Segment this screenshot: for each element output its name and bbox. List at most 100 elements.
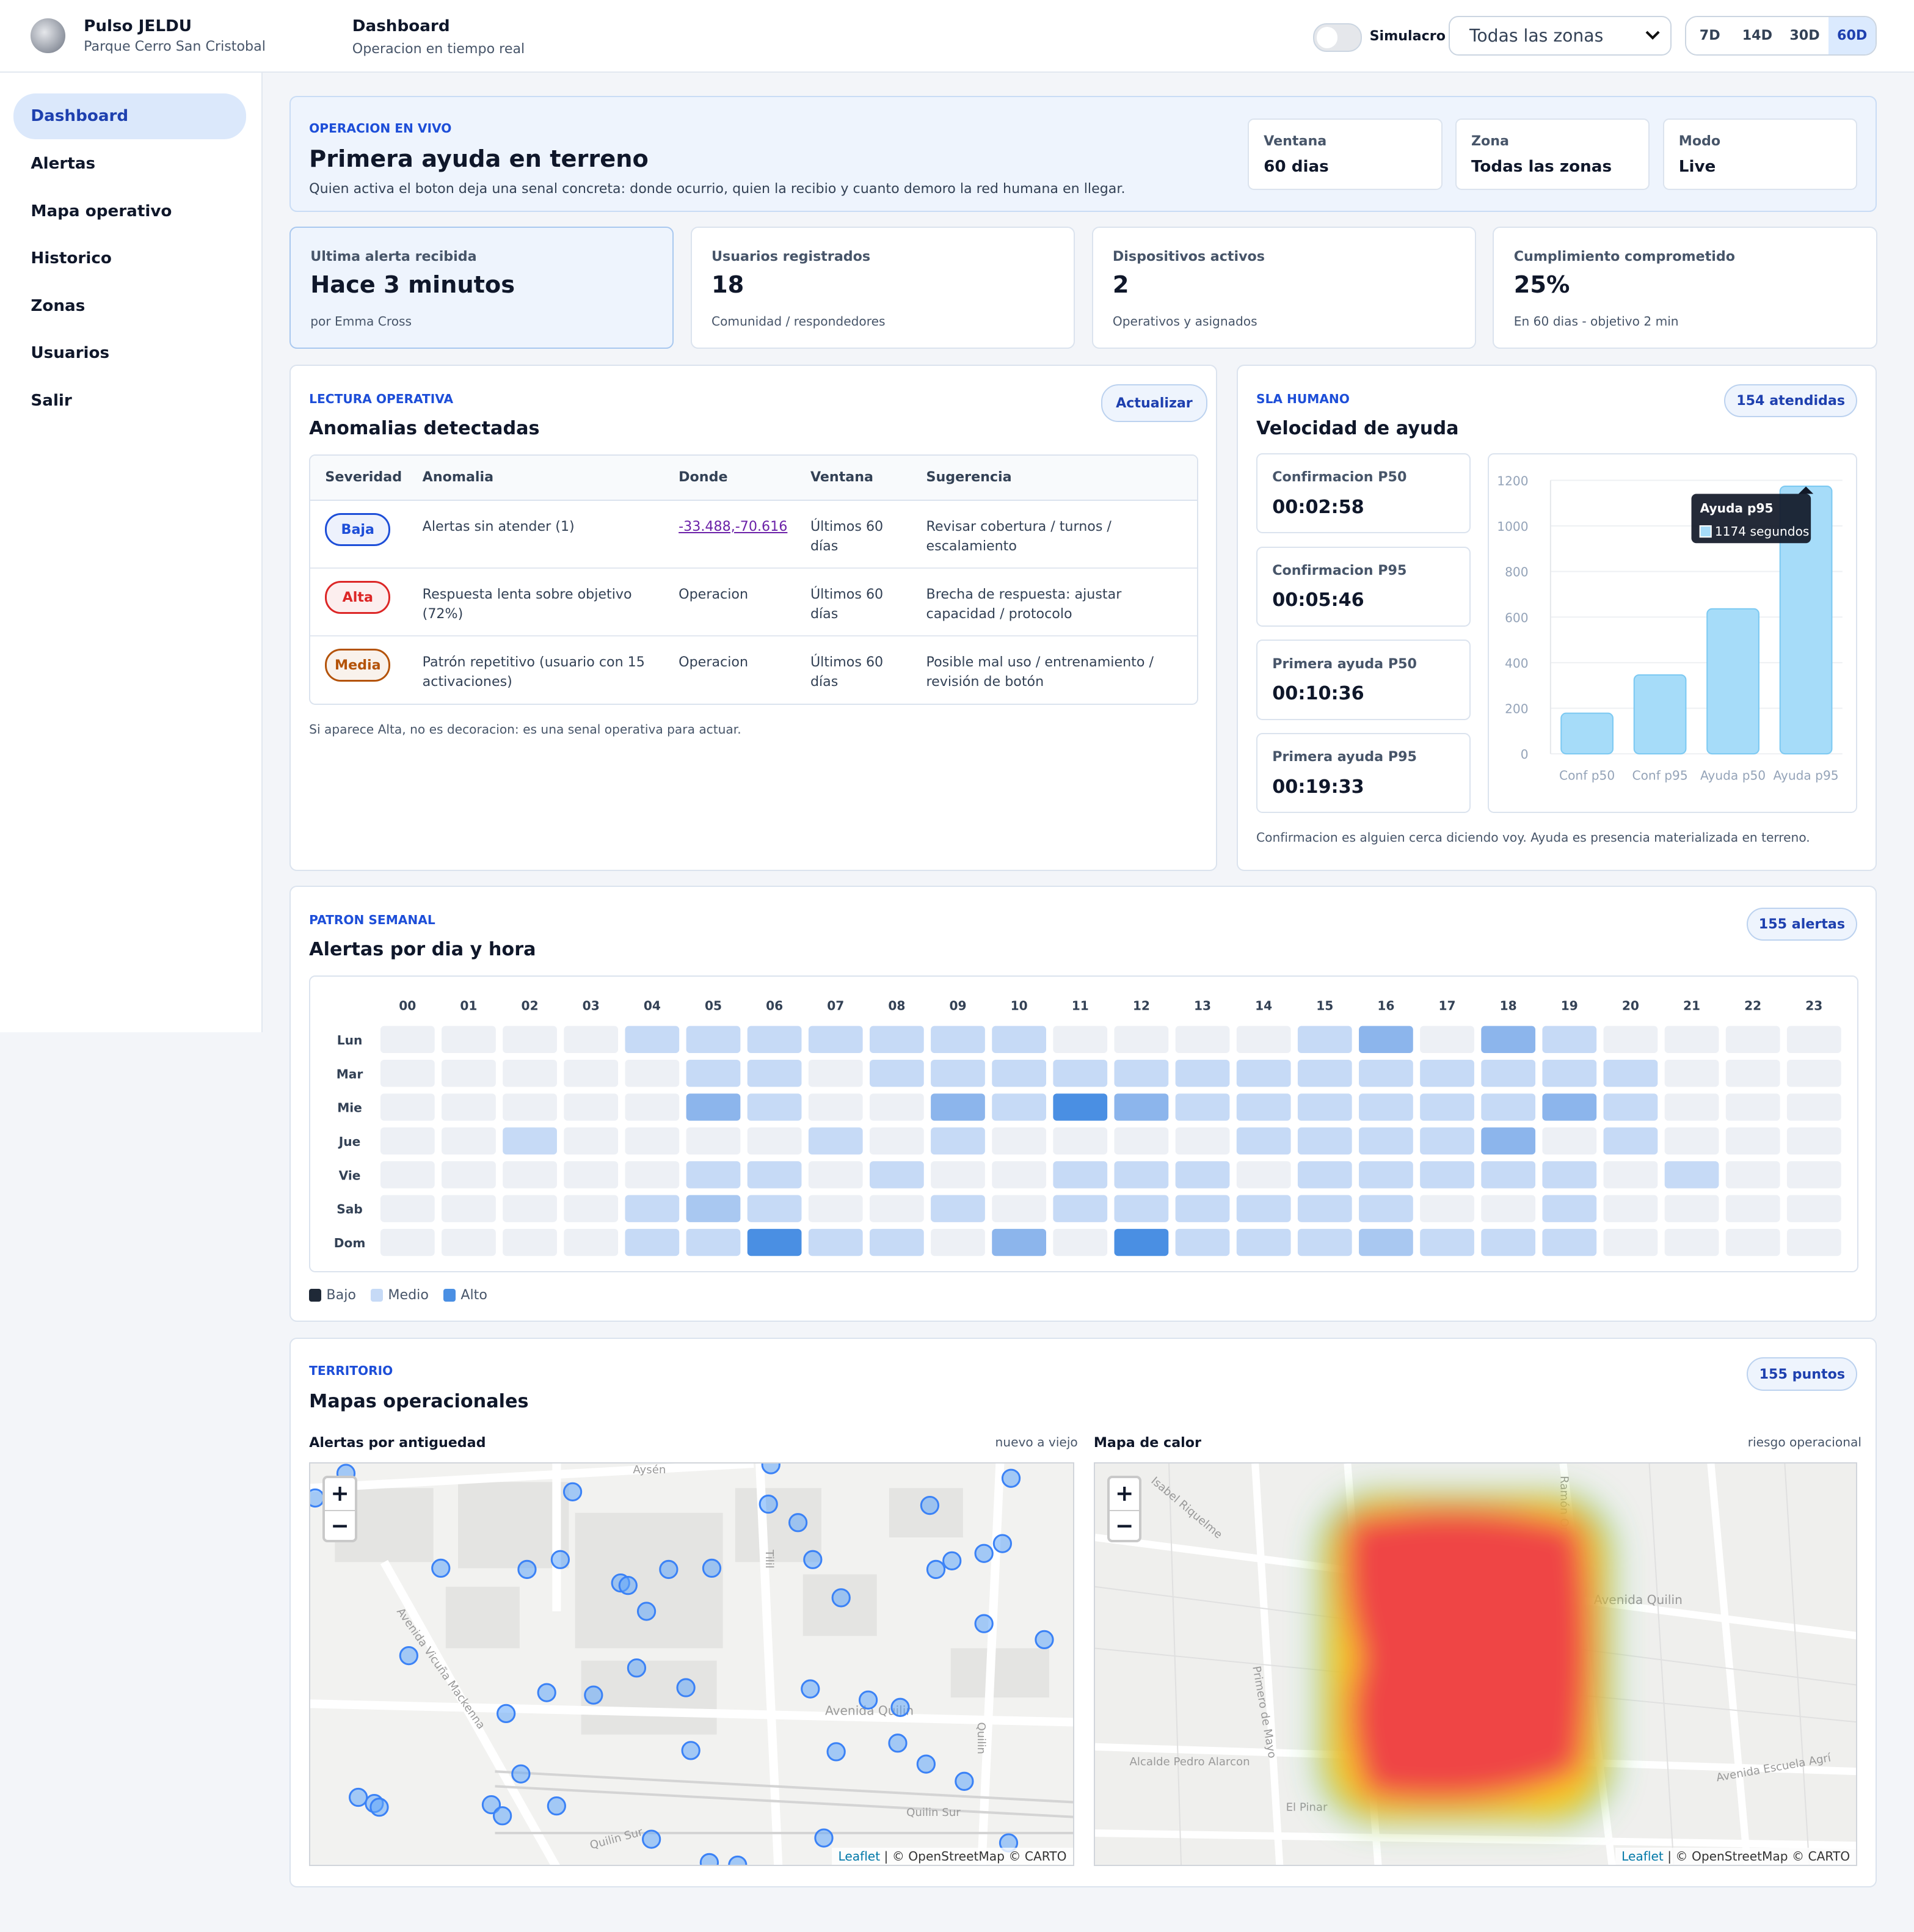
legend-swatch <box>371 1289 384 1302</box>
map-marker[interactable] <box>493 1806 512 1826</box>
map-marker[interactable] <box>550 1550 570 1569</box>
heat-cell <box>564 1127 619 1155</box>
map-marker[interactable] <box>801 1679 820 1699</box>
map-marker[interactable] <box>676 1678 696 1697</box>
map-marker[interactable] <box>349 1787 368 1807</box>
map-marker[interactable] <box>1035 1630 1054 1649</box>
map-marker[interactable] <box>547 1796 567 1816</box>
map-marker[interactable] <box>511 1764 531 1784</box>
nav-item[interactable]: Usuarios <box>31 344 110 363</box>
legend-item: Alto <box>443 1287 487 1303</box>
hour-label: 19 <box>1561 999 1578 1013</box>
map-marker[interactable] <box>920 1495 940 1515</box>
kpi-label: Ultima alerta recibida <box>310 249 477 265</box>
map-marker[interactable] <box>974 1544 994 1563</box>
map-marker[interactable] <box>759 1494 779 1514</box>
heat-cell <box>1053 1195 1108 1223</box>
fact: Modo Live <box>1662 118 1858 190</box>
leaflet-link[interactable]: Leaflet <box>1621 1849 1664 1864</box>
nav-item[interactable]: Alertas <box>31 154 96 173</box>
nav-item[interactable]: Zonas <box>31 296 86 315</box>
map-marker[interactable] <box>369 1797 389 1817</box>
map-marker[interactable] <box>310 1488 325 1507</box>
map-marker[interactable] <box>803 1550 823 1569</box>
map-marker[interactable] <box>482 1795 501 1815</box>
heat-map[interactable]: Isabel Riquelme Avenida Quilin Avenida E… <box>1093 1462 1858 1867</box>
zoom-in[interactable]: + <box>1110 1478 1140 1512</box>
heat-cell <box>1053 1127 1108 1155</box>
map-marker[interactable] <box>831 1588 851 1608</box>
map-marker[interactable] <box>699 1853 719 1866</box>
nav-item[interactable]: Historico <box>31 249 112 268</box>
map-marker[interactable] <box>992 1534 1013 1553</box>
map-marker[interactable] <box>761 1463 781 1475</box>
hour-label: 14 <box>1255 999 1272 1013</box>
map-marker[interactable] <box>537 1683 557 1702</box>
heat-cell <box>1787 1127 1841 1155</box>
refresh-button[interactable]: Actualizar <box>1101 384 1207 423</box>
alerts-map[interactable]: Aysén Avenida Vicuña Mackenna Avenida Qu… <box>309 1462 1074 1867</box>
map-marker[interactable] <box>563 1482 583 1501</box>
range-button[interactable]: 60D <box>1828 17 1876 54</box>
nav-item[interactable]: Dashboard <box>13 93 247 139</box>
range-button[interactable]: 7D <box>1686 17 1734 54</box>
heat-cell <box>870 1026 924 1054</box>
range-button[interactable]: 14D <box>1733 17 1781 54</box>
anomalies-card: LECTURA OPERATIVA Anomalias detectadas A… <box>289 364 1217 871</box>
map-marker[interactable] <box>431 1558 451 1578</box>
heat-cell <box>1420 1093 1475 1121</box>
map-marker[interactable] <box>702 1558 722 1578</box>
map-marker[interactable] <box>728 1855 748 1866</box>
street-label: El Pinar <box>1286 1801 1327 1814</box>
zoom-out[interactable]: − <box>330 1512 349 1539</box>
map-marker[interactable] <box>814 1828 834 1848</box>
map-marker[interactable] <box>916 1754 936 1774</box>
map-marker[interactable] <box>888 1733 908 1753</box>
leaflet-link[interactable]: Leaflet <box>838 1849 881 1864</box>
nav-item[interactable]: Salir <box>31 392 72 410</box>
coordinate-link[interactable]: -33.488,-70.616 <box>679 518 788 534</box>
heat-cell <box>1236 1060 1291 1087</box>
map-marker[interactable] <box>618 1575 638 1595</box>
severity-badge: Baja <box>325 512 391 547</box>
map-marker[interactable] <box>517 1559 537 1579</box>
map-marker[interactable] <box>826 1742 846 1762</box>
map-marker[interactable] <box>974 1614 994 1633</box>
heat-cell <box>1603 1195 1658 1223</box>
map-marker[interactable] <box>1002 1468 1021 1488</box>
hour-label: 22 <box>1744 999 1761 1013</box>
zone-select[interactable]: Todas las zonas <box>1448 16 1672 56</box>
map-marker[interactable] <box>637 1602 657 1621</box>
heat-cell <box>1175 1026 1230 1054</box>
map-hint: riesgo operacional <box>1747 1435 1861 1450</box>
zoom-in[interactable]: + <box>325 1478 355 1512</box>
map-marker[interactable] <box>399 1646 419 1666</box>
heat-cell <box>809 1026 863 1054</box>
map-marker[interactable] <box>642 1829 661 1849</box>
map-marker[interactable] <box>788 1513 808 1533</box>
toggle[interactable] <box>1312 23 1363 52</box>
heat-cell <box>1542 1026 1597 1054</box>
heat-cell <box>503 1161 558 1189</box>
bar-chart-box: 0 200 400 600 800 1000 1200 Conf p50 Conf p95 Ayu… <box>1488 453 1858 814</box>
heat-cell <box>931 1093 986 1121</box>
map-marker[interactable] <box>627 1658 647 1678</box>
zoom-out[interactable]: − <box>1115 1512 1134 1539</box>
map-marker[interactable] <box>890 1697 910 1717</box>
heat-cell <box>870 1195 924 1223</box>
map-marker[interactable] <box>942 1551 962 1570</box>
map-marker[interactable] <box>859 1690 878 1710</box>
map-marker[interactable] <box>497 1704 516 1723</box>
map-marker[interactable] <box>584 1685 603 1705</box>
nav-item[interactable]: Mapa operativo <box>31 202 172 221</box>
range-button[interactable]: 30D <box>1781 17 1828 54</box>
map-marker[interactable] <box>926 1559 946 1579</box>
map-marker[interactable] <box>659 1559 679 1579</box>
map-marker[interactable] <box>681 1741 700 1760</box>
fact-value: Todas las zonas <box>1471 158 1612 177</box>
map-marker[interactable] <box>955 1771 974 1791</box>
x-tick-label: Ayuda p95 <box>1774 768 1839 783</box>
heat-cell <box>1114 1195 1169 1223</box>
heat-cell <box>1481 1127 1536 1155</box>
heat-cell <box>870 1229 924 1256</box>
